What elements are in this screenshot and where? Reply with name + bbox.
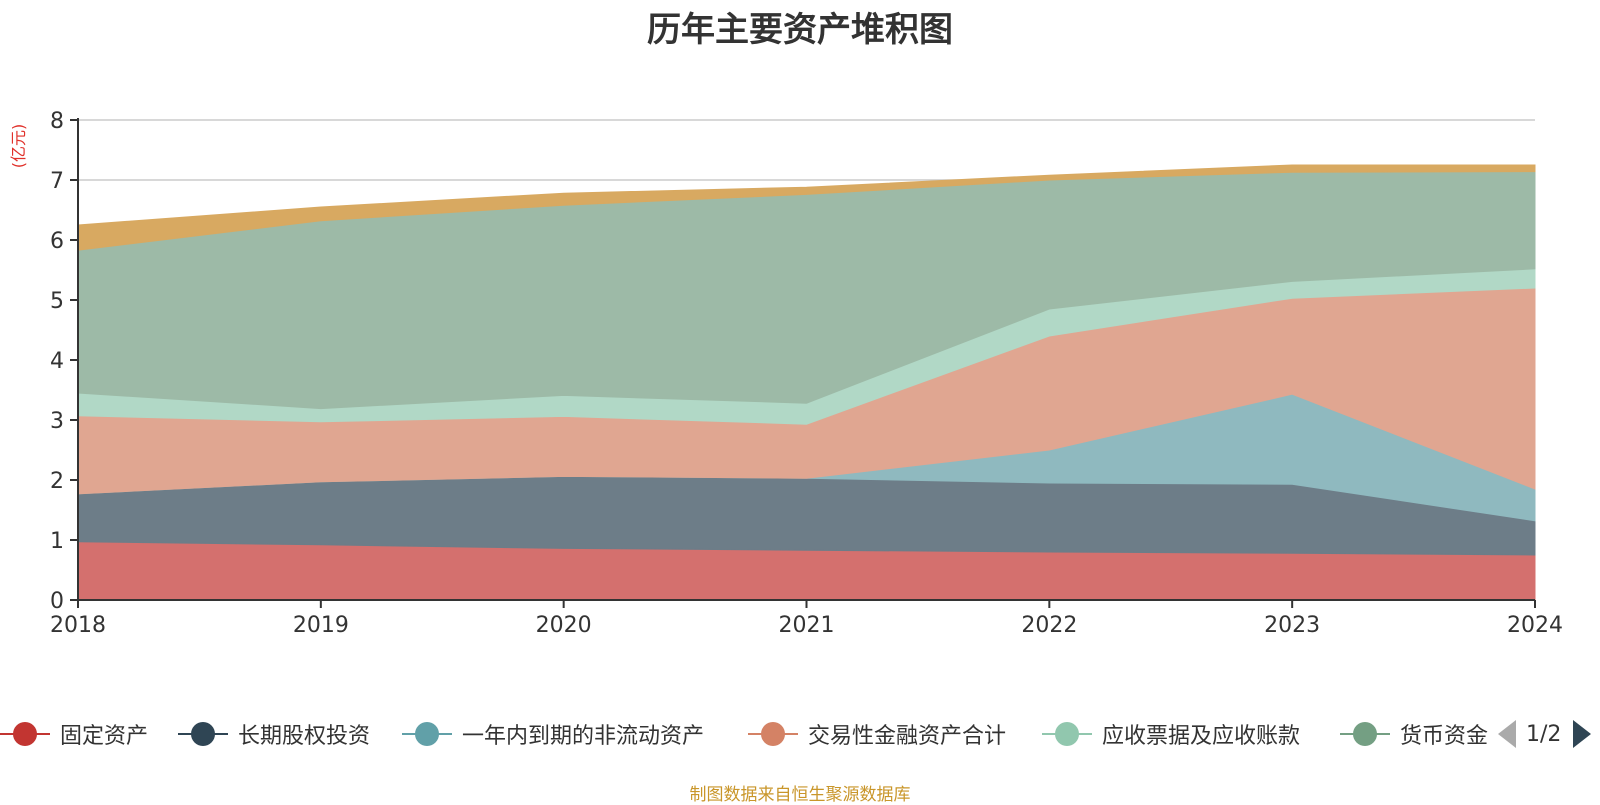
triangle-right-icon[interactable] xyxy=(1573,720,1592,748)
y-tick-label: 2 xyxy=(50,469,64,494)
y-tick-label: 8 xyxy=(50,109,64,134)
y-tick-label: 4 xyxy=(50,349,64,374)
y-tick-label: 6 xyxy=(50,229,64,254)
legend-label: 一年内到期的非流动资产 xyxy=(462,724,705,749)
stacked-area-chart: 0 1 2 3 4 5 6 7 8 2018 2019 2020 2021 2022 2023 2024 xyxy=(50,109,1563,638)
legend-item[interactable]: 长期股权投资 xyxy=(178,714,370,754)
y-tick-label: 7 xyxy=(50,169,64,194)
legend-marker-icon xyxy=(1042,719,1092,749)
legend-label: 固定资产 xyxy=(60,724,149,749)
legend-marker-icon xyxy=(178,719,228,749)
source-note: 制图数据来自恒生聚源数据库 xyxy=(689,785,911,805)
y-tick-label: 0 xyxy=(50,589,64,614)
legend-marker-icon xyxy=(402,719,452,749)
x-tick-label: 2022 xyxy=(1021,613,1077,638)
legend-page-indicator: 1/2 xyxy=(1526,721,1562,747)
x-tick-label: 2018 xyxy=(50,613,106,638)
legend-label: 长期股权投资 xyxy=(238,724,371,749)
legend-label: 交易性金融资产合计 xyxy=(808,724,1007,749)
legend-item[interactable]: 应收票据及应收账款 xyxy=(1042,714,1300,754)
y-tick-label: 5 xyxy=(50,289,64,314)
legend-item[interactable]: 交易性金融资产合计 xyxy=(748,714,1006,754)
x-tick-label: 2021 xyxy=(779,613,835,638)
chart-legend: 固定资产 长期股权投资 一年内到期的非流动资产 交易性金融资产合计 应收票据及应收账款 货… xyxy=(0,714,1490,754)
y-tick-label: 3 xyxy=(50,409,64,434)
area-series-6 xyxy=(77,164,1536,251)
legend-label: 应收票据及应收账款 xyxy=(1102,724,1301,749)
triangle-left-icon[interactable] xyxy=(1498,720,1516,748)
legend-item[interactable]: 货币资金 xyxy=(1340,714,1488,754)
x-tick-label: 2020 xyxy=(536,613,592,638)
legend-item[interactable]: 固定资产 xyxy=(0,714,148,754)
legend-marker-icon xyxy=(1340,719,1390,749)
y-tick-label: 1 xyxy=(50,529,64,554)
x-tick-label: 2024 xyxy=(1507,613,1563,638)
x-tick-label: 2019 xyxy=(293,613,349,638)
legend-pager: 1/2 xyxy=(1498,716,1600,752)
legend-label: 货币资金 xyxy=(1400,724,1489,749)
chart-title: 历年主要资产堆积图 xyxy=(647,10,953,50)
legend-item[interactable]: 一年内到期的非流动资产 xyxy=(402,714,704,754)
legend-marker-icon xyxy=(0,719,50,749)
x-tick-label: 2023 xyxy=(1264,613,1320,638)
legend-marker-icon xyxy=(748,719,798,749)
